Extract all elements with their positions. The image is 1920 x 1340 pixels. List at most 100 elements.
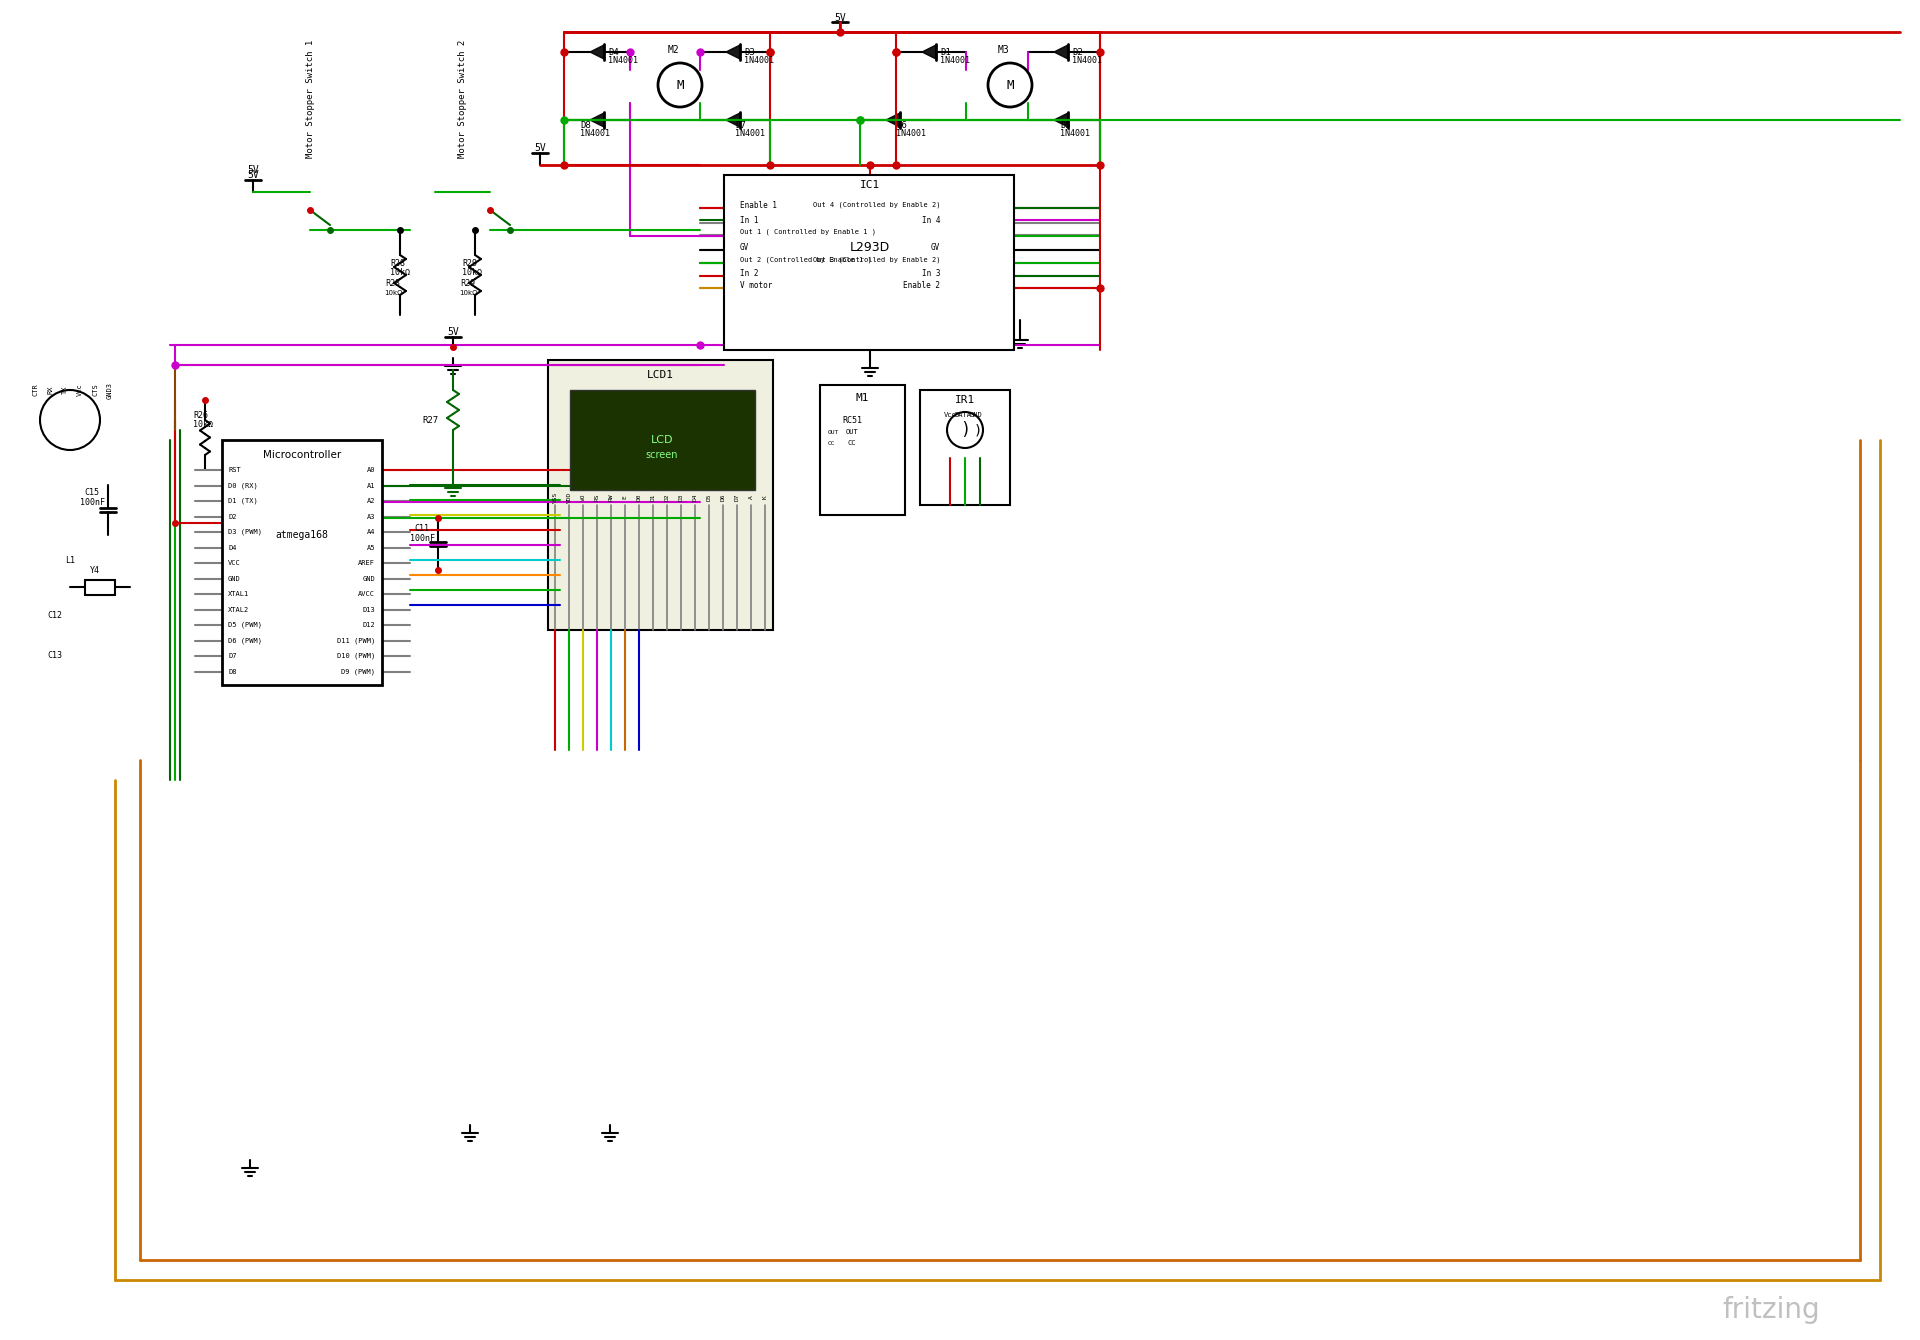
Text: 1N4001: 1N4001 (1060, 129, 1091, 138)
Text: D1 (TX): D1 (TX) (228, 497, 257, 504)
Text: VCC: VCC (228, 560, 240, 565)
Text: D4: D4 (609, 47, 618, 56)
Text: M: M (676, 79, 684, 91)
Text: D5: D5 (1060, 121, 1071, 130)
Text: E: E (622, 494, 628, 498)
Text: Microcontroller: Microcontroller (263, 450, 342, 460)
Text: 5V: 5V (248, 170, 259, 180)
Text: D3: D3 (745, 47, 755, 56)
Text: D1: D1 (651, 493, 655, 501)
Bar (547, 360, 774, 630)
Text: GND: GND (228, 575, 240, 582)
Text: D2: D2 (228, 513, 236, 520)
Text: D12: D12 (363, 622, 374, 628)
Text: R28: R28 (386, 279, 401, 288)
Polygon shape (589, 113, 605, 127)
Polygon shape (885, 113, 900, 127)
Text: ): ) (973, 423, 983, 437)
Text: In 3: In 3 (922, 268, 941, 277)
Text: D7: D7 (228, 653, 236, 659)
Text: Motor Stopper Switch 2: Motor Stopper Switch 2 (457, 40, 467, 158)
Bar (84, 580, 115, 595)
Text: C15: C15 (84, 488, 100, 497)
Text: M: M (1006, 79, 1014, 91)
Text: RST: RST (228, 468, 240, 473)
Text: D0 (RX): D0 (RX) (228, 482, 257, 489)
Text: RC51: RC51 (843, 415, 862, 425)
Bar (820, 385, 904, 515)
Text: 10kΩ: 10kΩ (390, 268, 411, 276)
Text: 5V: 5V (447, 327, 459, 336)
Text: GND: GND (363, 575, 374, 582)
Text: 1N4001: 1N4001 (745, 55, 774, 64)
Polygon shape (1054, 113, 1068, 127)
Text: Out 4 (Controlled by Enable 2): Out 4 (Controlled by Enable 2) (812, 202, 941, 208)
Text: D4: D4 (693, 493, 697, 501)
Text: In 4: In 4 (922, 216, 941, 225)
Text: 100nF: 100nF (79, 497, 104, 507)
Text: R29: R29 (463, 259, 476, 268)
Text: Enable 1: Enable 1 (739, 201, 778, 209)
Polygon shape (726, 113, 739, 127)
Text: GV: GV (739, 243, 749, 252)
Text: C11: C11 (415, 524, 430, 532)
Text: GND3: GND3 (108, 382, 113, 398)
Text: 1N4001: 1N4001 (609, 55, 637, 64)
Polygon shape (726, 46, 739, 59)
Text: D13: D13 (363, 607, 374, 612)
Text: 10kΩ: 10kΩ (463, 268, 482, 276)
Text: 5V: 5V (534, 143, 545, 153)
Text: VSS: VSS (553, 492, 557, 502)
Text: 100nF: 100nF (409, 533, 434, 543)
Text: A5: A5 (367, 544, 374, 551)
Bar (724, 176, 1014, 350)
Text: V motor: V motor (739, 280, 772, 289)
Text: D4: D4 (228, 544, 236, 551)
Text: 1N4001: 1N4001 (897, 129, 925, 138)
Text: Vcc: Vcc (77, 383, 83, 397)
Text: In 1: In 1 (739, 216, 758, 225)
Text: D11 (PWM): D11 (PWM) (336, 638, 374, 643)
Text: Motor Stopper Switch 1: Motor Stopper Switch 1 (305, 40, 315, 158)
Text: CTR: CTR (33, 383, 38, 397)
Bar (570, 390, 755, 490)
Text: IC1: IC1 (860, 180, 879, 190)
Text: A: A (749, 494, 753, 498)
Text: OUT: OUT (845, 429, 858, 436)
Text: D8: D8 (580, 121, 591, 130)
Text: D8: D8 (228, 669, 236, 674)
Text: OUT: OUT (828, 430, 839, 434)
Text: R28: R28 (390, 259, 405, 268)
Text: 10kΩ: 10kΩ (459, 289, 478, 296)
Text: In 2: In 2 (739, 268, 758, 277)
Text: IR1: IR1 (954, 395, 975, 405)
Text: D7: D7 (735, 121, 745, 130)
Text: 1N4001: 1N4001 (735, 129, 764, 138)
Text: Enable 2: Enable 2 (902, 280, 941, 289)
Text: D6 (PWM): D6 (PWM) (228, 638, 261, 643)
Text: D2: D2 (1071, 47, 1083, 56)
Text: fritzing: fritzing (1722, 1296, 1820, 1324)
Text: RW: RW (609, 493, 614, 501)
Text: CTS: CTS (92, 383, 98, 397)
Text: D9 (PWM): D9 (PWM) (342, 669, 374, 675)
Text: A1: A1 (367, 482, 374, 489)
Text: D5: D5 (707, 493, 712, 501)
Text: 5V: 5V (248, 165, 259, 176)
Text: D6: D6 (897, 121, 906, 130)
Text: L1: L1 (65, 556, 75, 564)
Text: TX: TX (61, 386, 67, 394)
Polygon shape (589, 46, 605, 59)
Text: GND: GND (970, 411, 983, 418)
Text: D5 (PWM): D5 (PWM) (228, 622, 261, 628)
Text: R29: R29 (461, 279, 476, 288)
Text: GV: GV (931, 243, 941, 252)
Text: A3: A3 (367, 513, 374, 520)
Text: XTAL2: XTAL2 (228, 607, 250, 612)
Text: 10kΩ: 10kΩ (194, 419, 213, 429)
Text: A0: A0 (367, 468, 374, 473)
Text: RX: RX (46, 386, 54, 394)
Text: Out 3 (Controlled by Enable 2): Out 3 (Controlled by Enable 2) (812, 257, 941, 263)
Text: LCD: LCD (651, 436, 674, 445)
Text: DATA: DATA (954, 411, 972, 418)
